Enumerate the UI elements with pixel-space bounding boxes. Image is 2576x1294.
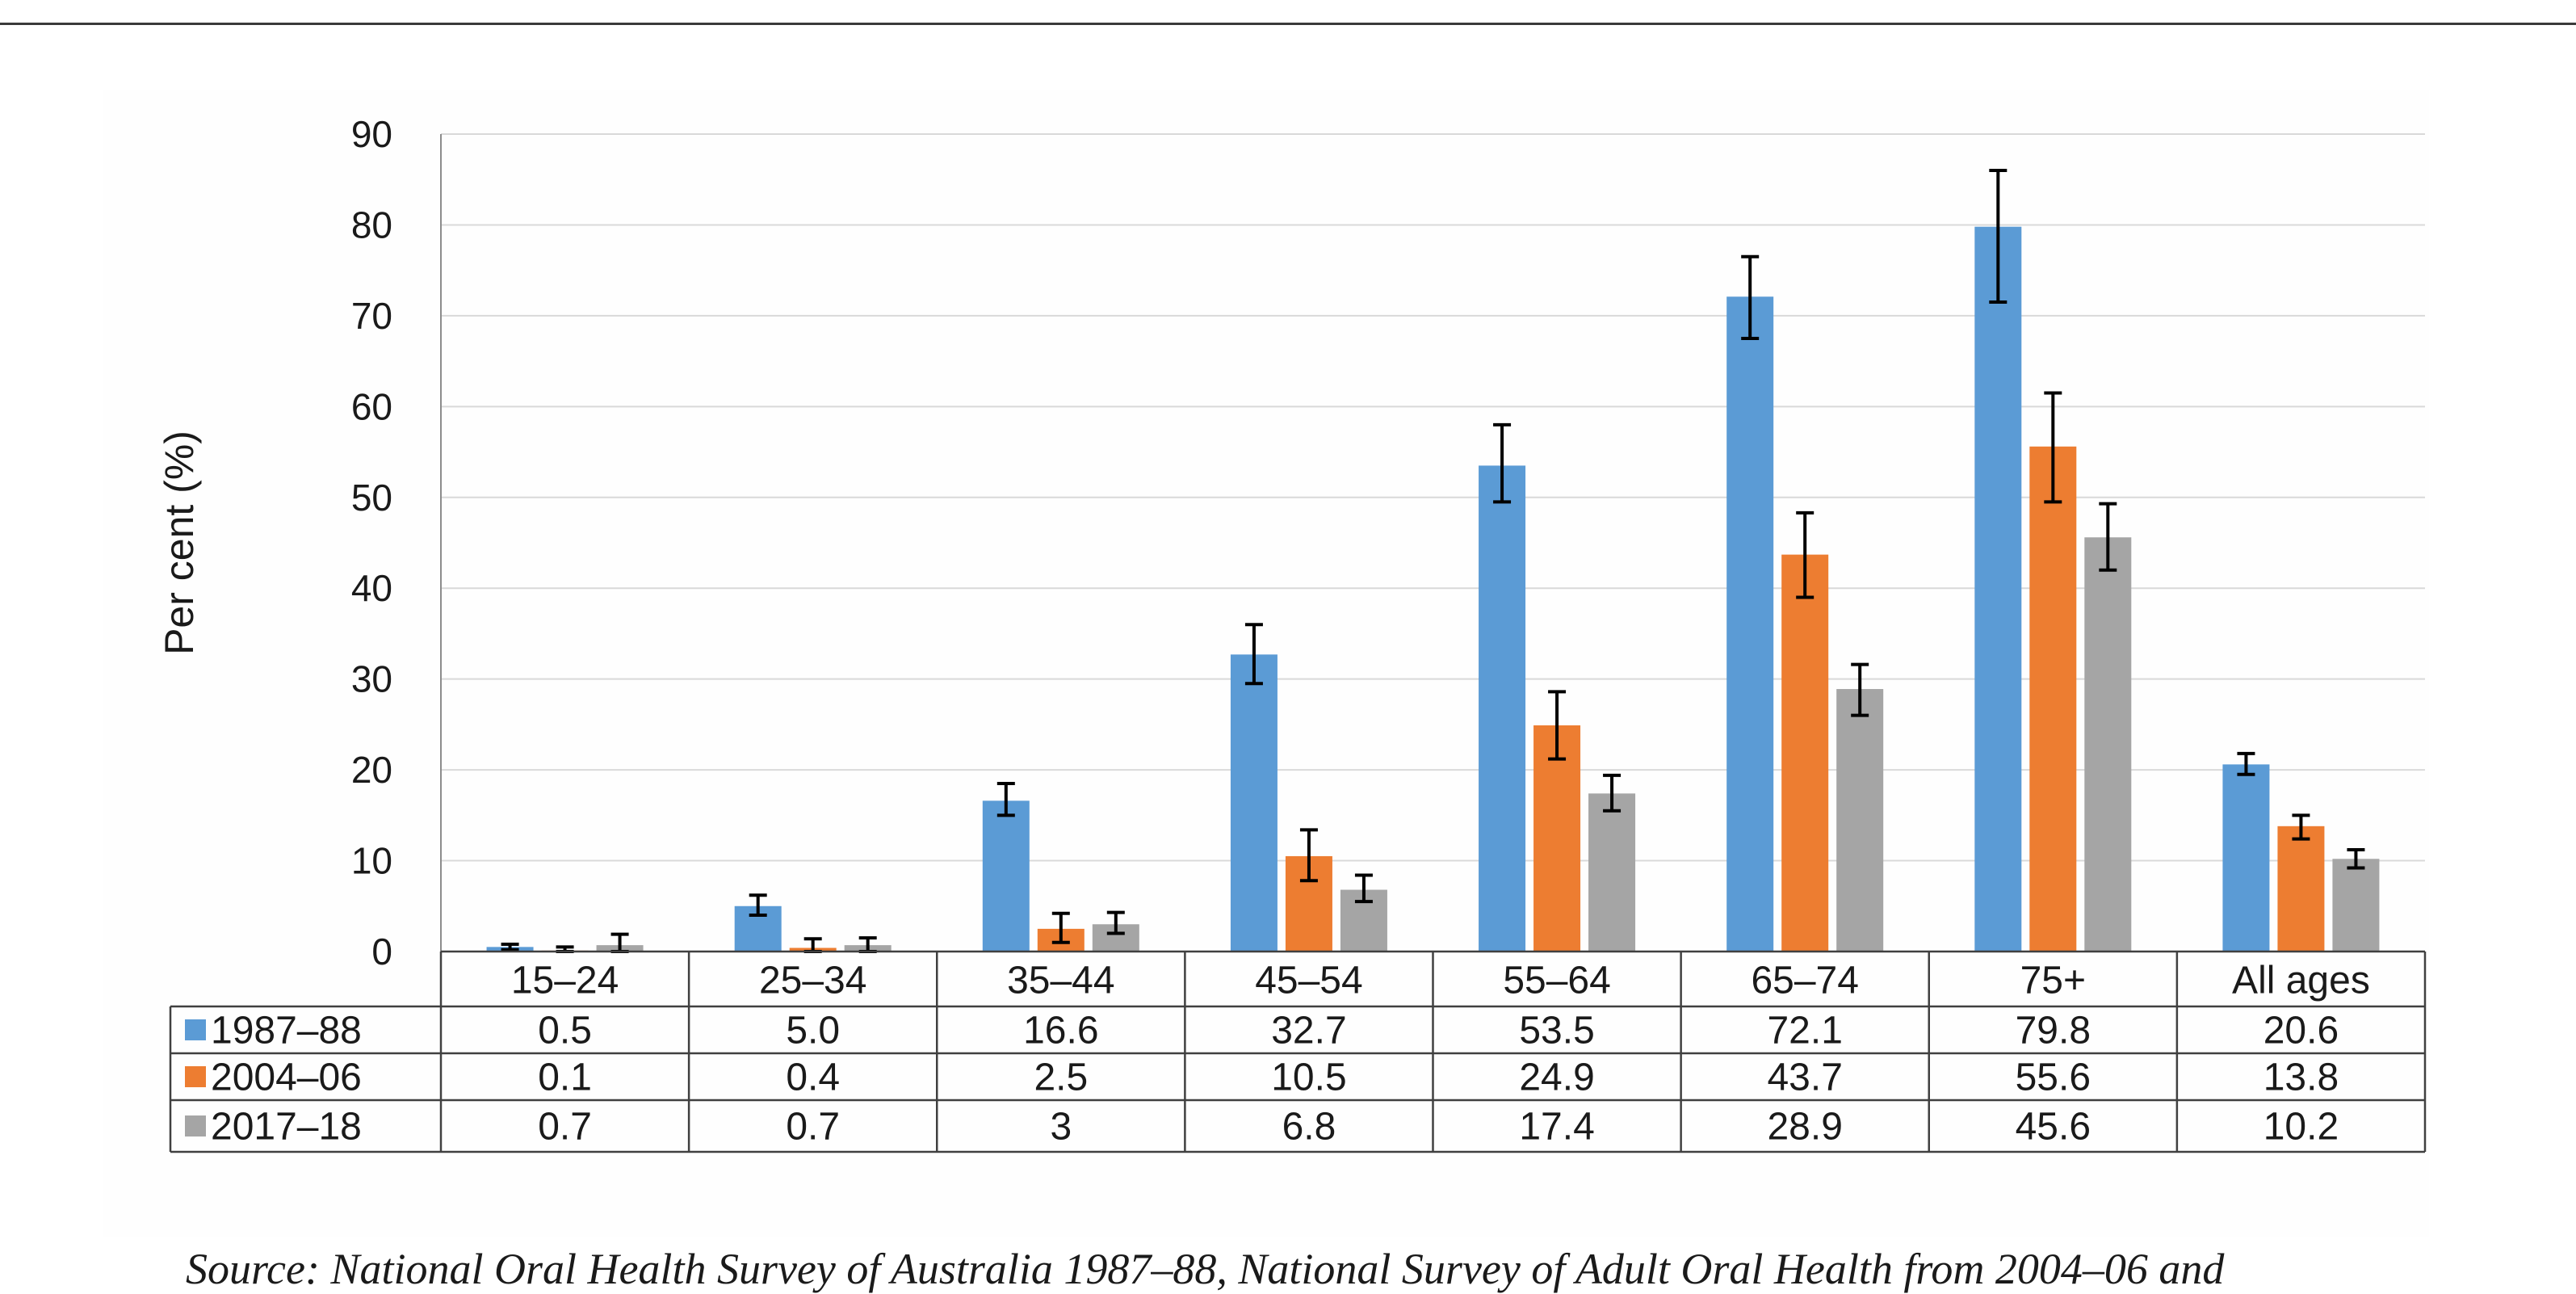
table-cell-value: 32.7 xyxy=(1271,1010,1346,1052)
table-cell-value: 3 xyxy=(1050,1106,1072,1149)
y-tick-label: 70 xyxy=(351,295,392,337)
top-rule xyxy=(0,23,2576,25)
table-cell-value: 79.8 xyxy=(2016,1010,2091,1052)
y-tick-label: 20 xyxy=(351,749,392,791)
x-category-label: 75+ xyxy=(2020,960,2086,1002)
bar xyxy=(2029,446,2077,952)
table-cell-value: 13.8 xyxy=(2263,1057,2339,1099)
figure-panel: 0 10 20 30 40 50 60 70 80 90 Per cent (%) 15–24 25–3… xyxy=(103,90,2429,1237)
table-cell-value: 10.2 xyxy=(2263,1106,2339,1149)
y-tick-label: 80 xyxy=(351,204,392,246)
table-cell-value: 24.9 xyxy=(1519,1057,1594,1099)
y-tick-label: 10 xyxy=(351,840,392,882)
source-caption: Source: National Oral Health Survey of A… xyxy=(186,1245,2225,1293)
legend-key xyxy=(185,1115,206,1136)
table-cell-value: 2.5 xyxy=(1034,1057,1088,1099)
bar xyxy=(1836,689,1884,952)
x-category-label: All ages xyxy=(2232,960,2370,1002)
legend-key xyxy=(185,1019,206,1040)
y-axis-title: Per cent (%) xyxy=(157,431,202,655)
y-tick-label: 30 xyxy=(351,658,392,700)
table-cell-value: 17.4 xyxy=(1519,1106,1594,1149)
bar xyxy=(1230,654,1278,952)
y-tick-label: 0 xyxy=(371,931,392,973)
table-cell-value: 55.6 xyxy=(2016,1057,2091,1099)
x-category-label: 35–44 xyxy=(1007,960,1114,1002)
table-cell-value: 0.1 xyxy=(538,1057,592,1099)
legend-label: 2004–06 xyxy=(211,1057,362,1099)
y-tick-label: 40 xyxy=(351,567,392,609)
table-cell-value: 5.0 xyxy=(786,1010,840,1052)
bar xyxy=(1726,296,1774,952)
bar xyxy=(2277,826,2325,952)
table-cell-value: 72.1 xyxy=(1767,1010,1842,1052)
bar xyxy=(2222,764,2270,952)
y-tick-label: 90 xyxy=(351,113,392,155)
bar xyxy=(1588,793,1636,952)
legend-label: 1987–88 xyxy=(211,1010,362,1052)
table-cell-value: 20.6 xyxy=(2263,1010,2339,1052)
x-category-label: 55–64 xyxy=(1503,960,1610,1002)
bar xyxy=(1479,465,1526,952)
bar xyxy=(2332,859,2380,952)
y-tick-label: 60 xyxy=(351,385,392,427)
table-cell-value: 43.7 xyxy=(1767,1057,1842,1099)
table-cell-value: 10.5 xyxy=(1271,1057,1346,1099)
bar xyxy=(1533,725,1581,952)
table-cell-value: 0.7 xyxy=(538,1106,592,1149)
table-cell-value: 45.6 xyxy=(2016,1106,2091,1149)
bar xyxy=(1974,226,2022,952)
legend-key xyxy=(185,1066,206,1087)
chart: 0 10 20 30 40 50 60 70 80 90 Per cent (%) 15–24 25–3… xyxy=(157,113,2427,1153)
table-cell-value: 0.7 xyxy=(786,1106,840,1149)
x-category-label: 25–34 xyxy=(759,960,866,1002)
legend-label: 2017–18 xyxy=(211,1106,362,1149)
table-cell-value: 53.5 xyxy=(1519,1010,1594,1052)
x-category-label: 15–24 xyxy=(511,960,619,1002)
bar xyxy=(982,800,1030,952)
bar xyxy=(1781,554,1829,952)
table-cell-value: 0.5 xyxy=(538,1010,592,1052)
x-category-label: 45–54 xyxy=(1255,960,1362,1002)
table-cell-value: 16.6 xyxy=(1023,1010,1098,1052)
x-category-label: 65–74 xyxy=(1751,960,1858,1002)
y-tick-label: 50 xyxy=(351,477,392,519)
table-cell-value: 28.9 xyxy=(1767,1106,1842,1149)
bar xyxy=(2084,537,2132,952)
table-cell-value: 0.4 xyxy=(786,1057,840,1099)
table-cell-value: 6.8 xyxy=(1282,1106,1336,1149)
